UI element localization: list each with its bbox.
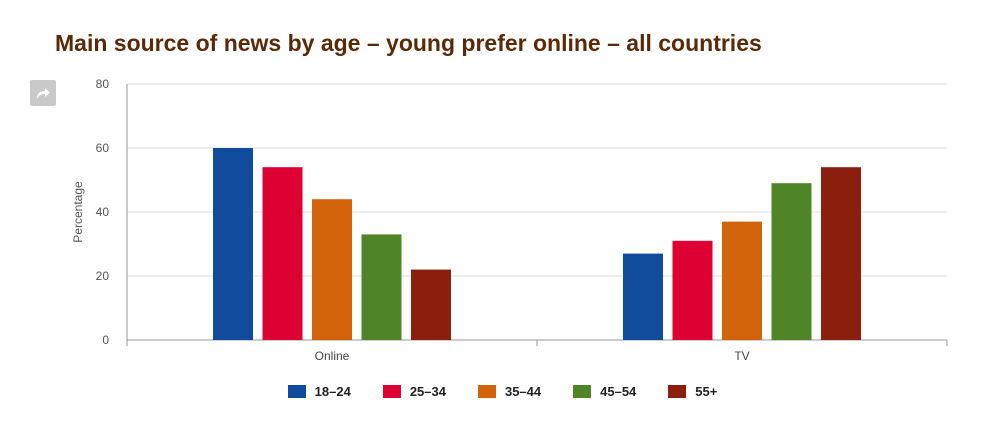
bar-chart: 0 20 40 60 80 Percentage Online TV [71, 77, 948, 363]
legend-swatch [477, 385, 496, 398]
share-arrow-icon [37, 88, 50, 99]
legend-swatch [668, 385, 687, 398]
y-tick-label: 0 [102, 333, 109, 347]
bar-online-2 [312, 199, 352, 340]
legend-item[interactable]: 35–44 [477, 384, 542, 399]
y-tick-label: 60 [96, 141, 110, 155]
legend-item[interactable]: 55+ [668, 384, 717, 399]
legend-label: 25–34 [409, 384, 446, 399]
legend-swatch [573, 385, 592, 398]
y-tick-label: 20 [96, 269, 110, 283]
legend: 18–24 25–34 35–44 45–54 55+ [0, 384, 1005, 399]
bar-online-0 [213, 148, 253, 340]
legend-item[interactable]: 18–24 [287, 384, 351, 399]
legend-label: 55+ [695, 384, 718, 399]
legend-label: 45–54 [600, 384, 637, 399]
legend-label: 18–24 [314, 384, 351, 399]
legend-swatch [287, 385, 306, 398]
share-button[interactable] [30, 80, 56, 106]
legend-label: 35–44 [504, 384, 542, 399]
bar-online-3 [361, 234, 402, 340]
bar-tv-3 [771, 183, 812, 340]
bar-tv-0 [623, 253, 663, 340]
bar-tv-2 [722, 221, 762, 340]
legend-swatch [382, 385, 401, 398]
x-tick-label: TV [734, 349, 749, 363]
bar-online-4 [411, 269, 451, 340]
legend-item[interactable]: 45–54 [573, 384, 636, 399]
bar-tv-4 [821, 167, 861, 340]
bar-tv-1 [672, 240, 713, 340]
y-tick-label: 40 [96, 205, 110, 219]
bar-online-1 [262, 167, 303, 340]
y-tick-label: 80 [96, 77, 110, 91]
legend-item[interactable]: 25–34 [382, 384, 446, 399]
x-tick-label: Online [315, 349, 350, 363]
chart-title: Main source of news by age – young prefe… [55, 30, 762, 56]
y-axis-label: Percentage [71, 181, 85, 243]
